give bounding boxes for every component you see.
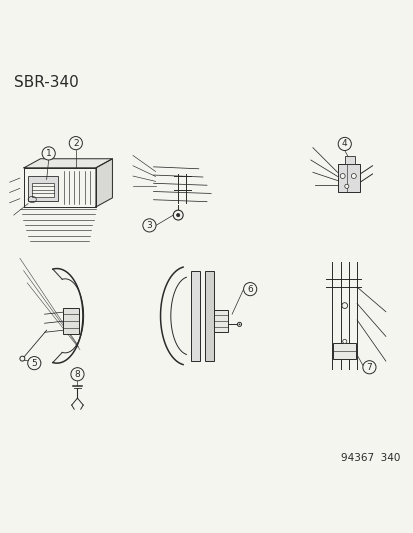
Text: SBR-340: SBR-340 bbox=[14, 75, 78, 90]
Circle shape bbox=[337, 138, 351, 150]
Polygon shape bbox=[24, 168, 96, 207]
Text: 8: 8 bbox=[74, 370, 80, 379]
Circle shape bbox=[176, 213, 179, 217]
Text: 5: 5 bbox=[31, 359, 37, 368]
Text: 7: 7 bbox=[366, 363, 371, 372]
Text: 2: 2 bbox=[73, 139, 78, 148]
Text: 3: 3 bbox=[146, 221, 152, 230]
Circle shape bbox=[341, 303, 347, 309]
Circle shape bbox=[237, 322, 241, 326]
Circle shape bbox=[351, 174, 356, 179]
Circle shape bbox=[339, 174, 344, 179]
Polygon shape bbox=[96, 159, 112, 207]
Bar bbox=[63, 308, 78, 334]
Text: 94367  340: 94367 340 bbox=[340, 453, 399, 463]
Bar bbox=[205, 271, 214, 361]
Circle shape bbox=[142, 219, 156, 232]
Bar bbox=[213, 310, 228, 332]
Circle shape bbox=[238, 324, 240, 325]
Circle shape bbox=[71, 368, 84, 381]
Text: 4: 4 bbox=[341, 140, 347, 149]
Circle shape bbox=[20, 356, 25, 361]
Circle shape bbox=[362, 361, 375, 374]
Circle shape bbox=[173, 210, 183, 220]
Circle shape bbox=[243, 282, 256, 296]
Bar bbox=[344, 156, 354, 164]
Circle shape bbox=[28, 357, 41, 370]
Bar bbox=[337, 164, 359, 192]
Bar bbox=[32, 183, 54, 197]
Bar bbox=[28, 175, 58, 201]
Text: 1: 1 bbox=[46, 149, 52, 158]
Circle shape bbox=[342, 340, 346, 343]
Bar bbox=[332, 343, 355, 359]
Polygon shape bbox=[24, 159, 112, 168]
Circle shape bbox=[42, 147, 55, 160]
Text: 6: 6 bbox=[247, 285, 252, 294]
Circle shape bbox=[344, 184, 348, 188]
Circle shape bbox=[69, 136, 82, 150]
Bar bbox=[191, 271, 200, 361]
